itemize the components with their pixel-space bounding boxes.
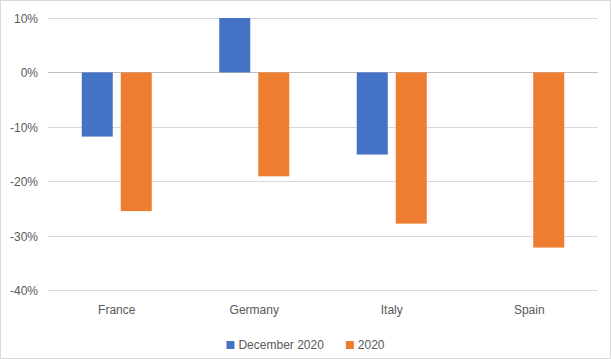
bar — [357, 72, 388, 154]
x-tick-label: France — [98, 303, 136, 317]
legend-swatch — [226, 341, 234, 349]
y-tick-label: -10% — [10, 121, 38, 135]
x-tick-label: Spain — [514, 303, 545, 317]
grid-line — [48, 18, 598, 19]
y-tick-label: -40% — [10, 284, 38, 298]
bar — [258, 72, 289, 176]
y-tick-label: -20% — [10, 175, 38, 189]
y-tick-label: 0% — [21, 66, 39, 80]
bar — [121, 72, 152, 211]
legend-label: 2020 — [358, 338, 385, 352]
x-tick-label: Italy — [381, 303, 403, 317]
legend-label: December 2020 — [238, 338, 324, 352]
bar — [533, 72, 564, 247]
bar — [396, 72, 427, 223]
chart-border — [1, 1, 611, 359]
bar — [82, 72, 113, 136]
legend: December 2020 2020 — [226, 338, 384, 352]
grid-line — [48, 236, 598, 237]
y-tick-label: -30% — [10, 230, 38, 244]
chart: -40% -30% -20% -10% 0% 10% France Germany Italy S… — [0, 0, 611, 359]
bars — [82, 18, 565, 248]
x-tick-label: Germany — [230, 303, 279, 317]
grid-line — [48, 290, 598, 291]
y-tick-label: 10% — [14, 12, 38, 26]
bar — [219, 18, 250, 72]
legend-swatch — [346, 341, 354, 349]
